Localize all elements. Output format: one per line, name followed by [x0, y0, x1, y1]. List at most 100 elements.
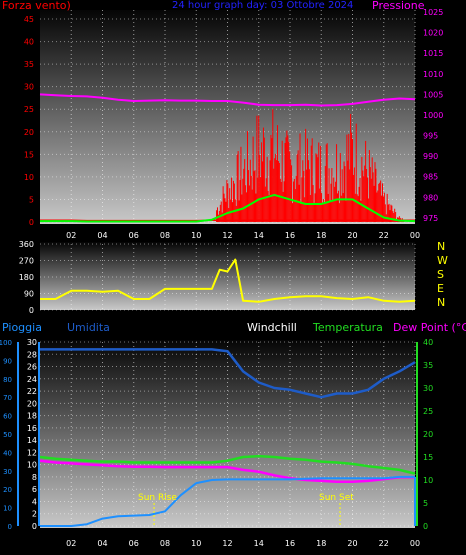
x-tick-label: 08 [160, 539, 170, 548]
pressure-tick-label: 1025 [423, 8, 443, 17]
compass-label: N [437, 240, 445, 253]
compass-label: N [437, 296, 445, 309]
rain-tick-label: 30 [27, 338, 37, 347]
x-tick-label: 14 [254, 231, 264, 240]
pressure-tick-label: 975 [423, 214, 438, 223]
legend-humidity: Umidita [67, 321, 110, 334]
rain-tick-label: 16 [27, 424, 37, 433]
gust-line [40, 193, 416, 223]
wind-tick-label: 25 [24, 105, 34, 114]
humidity-line [40, 348, 416, 399]
temperature-tick-label: 30 [423, 384, 433, 393]
wind-tick-label: 5 [29, 195, 34, 204]
x-tick-label: 16 [285, 539, 295, 548]
wind-tick-label: 10 [24, 173, 34, 182]
x-tick-label: 06 [129, 539, 139, 548]
humidity-tick-label: 50 [3, 431, 12, 439]
pressure-axis-title: Pressione [372, 0, 425, 12]
rain-line [40, 475, 415, 527]
rain-tick-label: 14 [27, 436, 37, 445]
rain-tick-label: 22 [27, 387, 37, 396]
x-tick-label: 18 [316, 539, 326, 548]
direction-tick-label: 180 [19, 273, 34, 282]
rain-tick-label: 2 [32, 510, 37, 519]
x-tick-label: 10 [191, 231, 201, 240]
rain-tick-label: 18 [27, 412, 37, 421]
x-tick-label: 10 [191, 539, 201, 548]
pressure-tick-label: 1000 [423, 111, 443, 120]
pressure-line [39, 93, 416, 107]
temperature-tick-label: 25 [423, 407, 433, 416]
humidity-tick-label: 60 [3, 413, 12, 421]
x-tick-label: 04 [97, 231, 107, 240]
legend-temperature: Temperatura [312, 321, 383, 334]
x-tick-label: 00 [410, 231, 420, 240]
humidity-tick-label: 0 [8, 523, 12, 531]
pressure-tick-label: 1020 [423, 29, 443, 38]
x-tick-label: 22 [379, 539, 389, 548]
wind-axis-title: Forza vento) [2, 0, 71, 12]
x-tick-label: 20 [347, 231, 357, 240]
axis-labels: 02 04 06 08 10 12 14 16 18 20 22 000510152025303540… [0, 8, 448, 548]
x-tick-label: 22 [379, 231, 389, 240]
x-tick-label: 08 [160, 231, 170, 240]
x-tick-label: 12 [222, 231, 232, 240]
chart-marks [39, 93, 416, 527]
temperature-line [39, 454, 416, 475]
humidity-tick-label: 100 [0, 339, 12, 347]
pressure-tick-label: 1005 [423, 90, 443, 99]
pressure-tick-label: 990 [423, 152, 438, 161]
rain-tick-label: 4 [32, 497, 37, 506]
temperature-tick-label: 5 [423, 499, 428, 508]
wind-tick-label: 40 [24, 38, 34, 47]
direction-tick-label: 0 [29, 306, 34, 315]
sun-set-label: Sun Set [319, 493, 354, 503]
wind-tick-label: 45 [24, 15, 34, 24]
humidity-tick-label: 90 [3, 357, 12, 365]
x-tick-label: 16 [285, 231, 295, 240]
humidity-tick-label: 40 [3, 449, 12, 457]
legend-rain: Pioggia [2, 321, 42, 334]
legend-windchill: Windchill [247, 321, 297, 334]
humidity-tick-label: 70 [3, 394, 12, 402]
humidity-tick-label: 20 [3, 486, 12, 494]
legend-dewpoint: Dew Point (°C) [393, 321, 466, 334]
dewpoint-line [39, 459, 415, 484]
rain-tick-label: 28 [27, 350, 37, 359]
temperature-tick-label: 10 [423, 476, 433, 485]
pressure-tick-label: 1010 [423, 70, 443, 79]
x-tick-label: 20 [347, 539, 357, 548]
wind-tick-label: 0 [29, 218, 34, 227]
compass-label: E [437, 282, 444, 295]
pressure-tick-label: 995 [423, 132, 438, 141]
rain-tick-label: 10 [27, 461, 37, 470]
sun-rise-label: Sun Rise [138, 493, 177, 503]
x-tick-label: 02 [66, 231, 76, 240]
wind-tick-label: 30 [24, 83, 34, 92]
temperature-tick-label: 35 [423, 361, 433, 370]
direction-tick-label: 270 [19, 257, 34, 266]
direction-line [40, 258, 416, 303]
temperature-tick-label: 20 [423, 430, 433, 439]
humidity-tick-label: 30 [3, 468, 12, 476]
rain-tick-label: 8 [32, 473, 37, 482]
rain-tick-label: 20 [27, 399, 37, 408]
wind-tick-label: 35 [24, 60, 34, 69]
compass-label: S [437, 268, 444, 281]
direction-tick-label: 90 [24, 290, 34, 299]
x-tick-label: 18 [316, 231, 326, 240]
compass-label: W [437, 254, 448, 267]
pressure-tick-label: 985 [423, 173, 438, 182]
wind-tick-label: 20 [24, 128, 34, 137]
temperature-tick-label: 0 [423, 522, 428, 531]
wind-tick-label: 15 [24, 150, 34, 159]
x-tick-label: 14 [254, 539, 264, 548]
chart-title: 24 hour graph day: 03 Ottobre 2024 [172, 0, 353, 11]
pressure-tick-label: 980 [423, 193, 438, 202]
x-tick-label: 00 [410, 539, 420, 548]
temperature-tick-label: 40 [423, 338, 433, 347]
direction-tick-label: 360 [19, 240, 34, 249]
rain-tick-label: 6 [32, 485, 37, 494]
x-tick-label: 02 [66, 539, 76, 548]
